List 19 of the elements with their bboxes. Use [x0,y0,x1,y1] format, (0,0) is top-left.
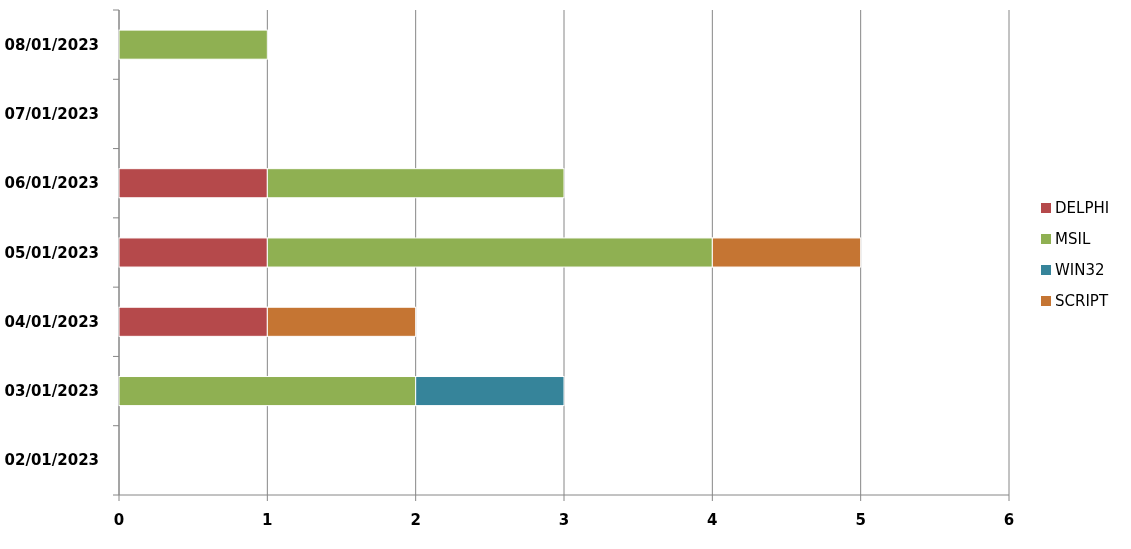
legend-label: MSIL [1055,230,1091,248]
x-tick-label: 2 [410,511,421,529]
x-tick-label: 5 [855,511,866,529]
y-tick-label: 02/01/2023 [4,451,99,470]
x-tick-label: 6 [1003,511,1015,529]
x-tick-label: 4 [707,511,718,529]
y-tick-label: 06/01/2023 [4,174,99,193]
y-tick-label: 05/01/2023 [4,243,99,262]
y-tick-label: 03/01/2023 [4,382,99,401]
y-tick-label: 07/01/2023 [4,104,99,123]
y-tick-label: 08/01/2023 [4,35,99,54]
legend-label: DELPHI [1055,199,1110,217]
x-tick-label: 1 [262,511,273,529]
legend-label: SCRIPT [1055,292,1109,310]
y-tick-label: 04/01/2023 [4,312,99,331]
legend-label: WIN32 [1055,261,1105,279]
x-tick-label: 0 [113,511,125,529]
bar [118,29,268,60]
x-tick-label: 3 [558,511,570,529]
